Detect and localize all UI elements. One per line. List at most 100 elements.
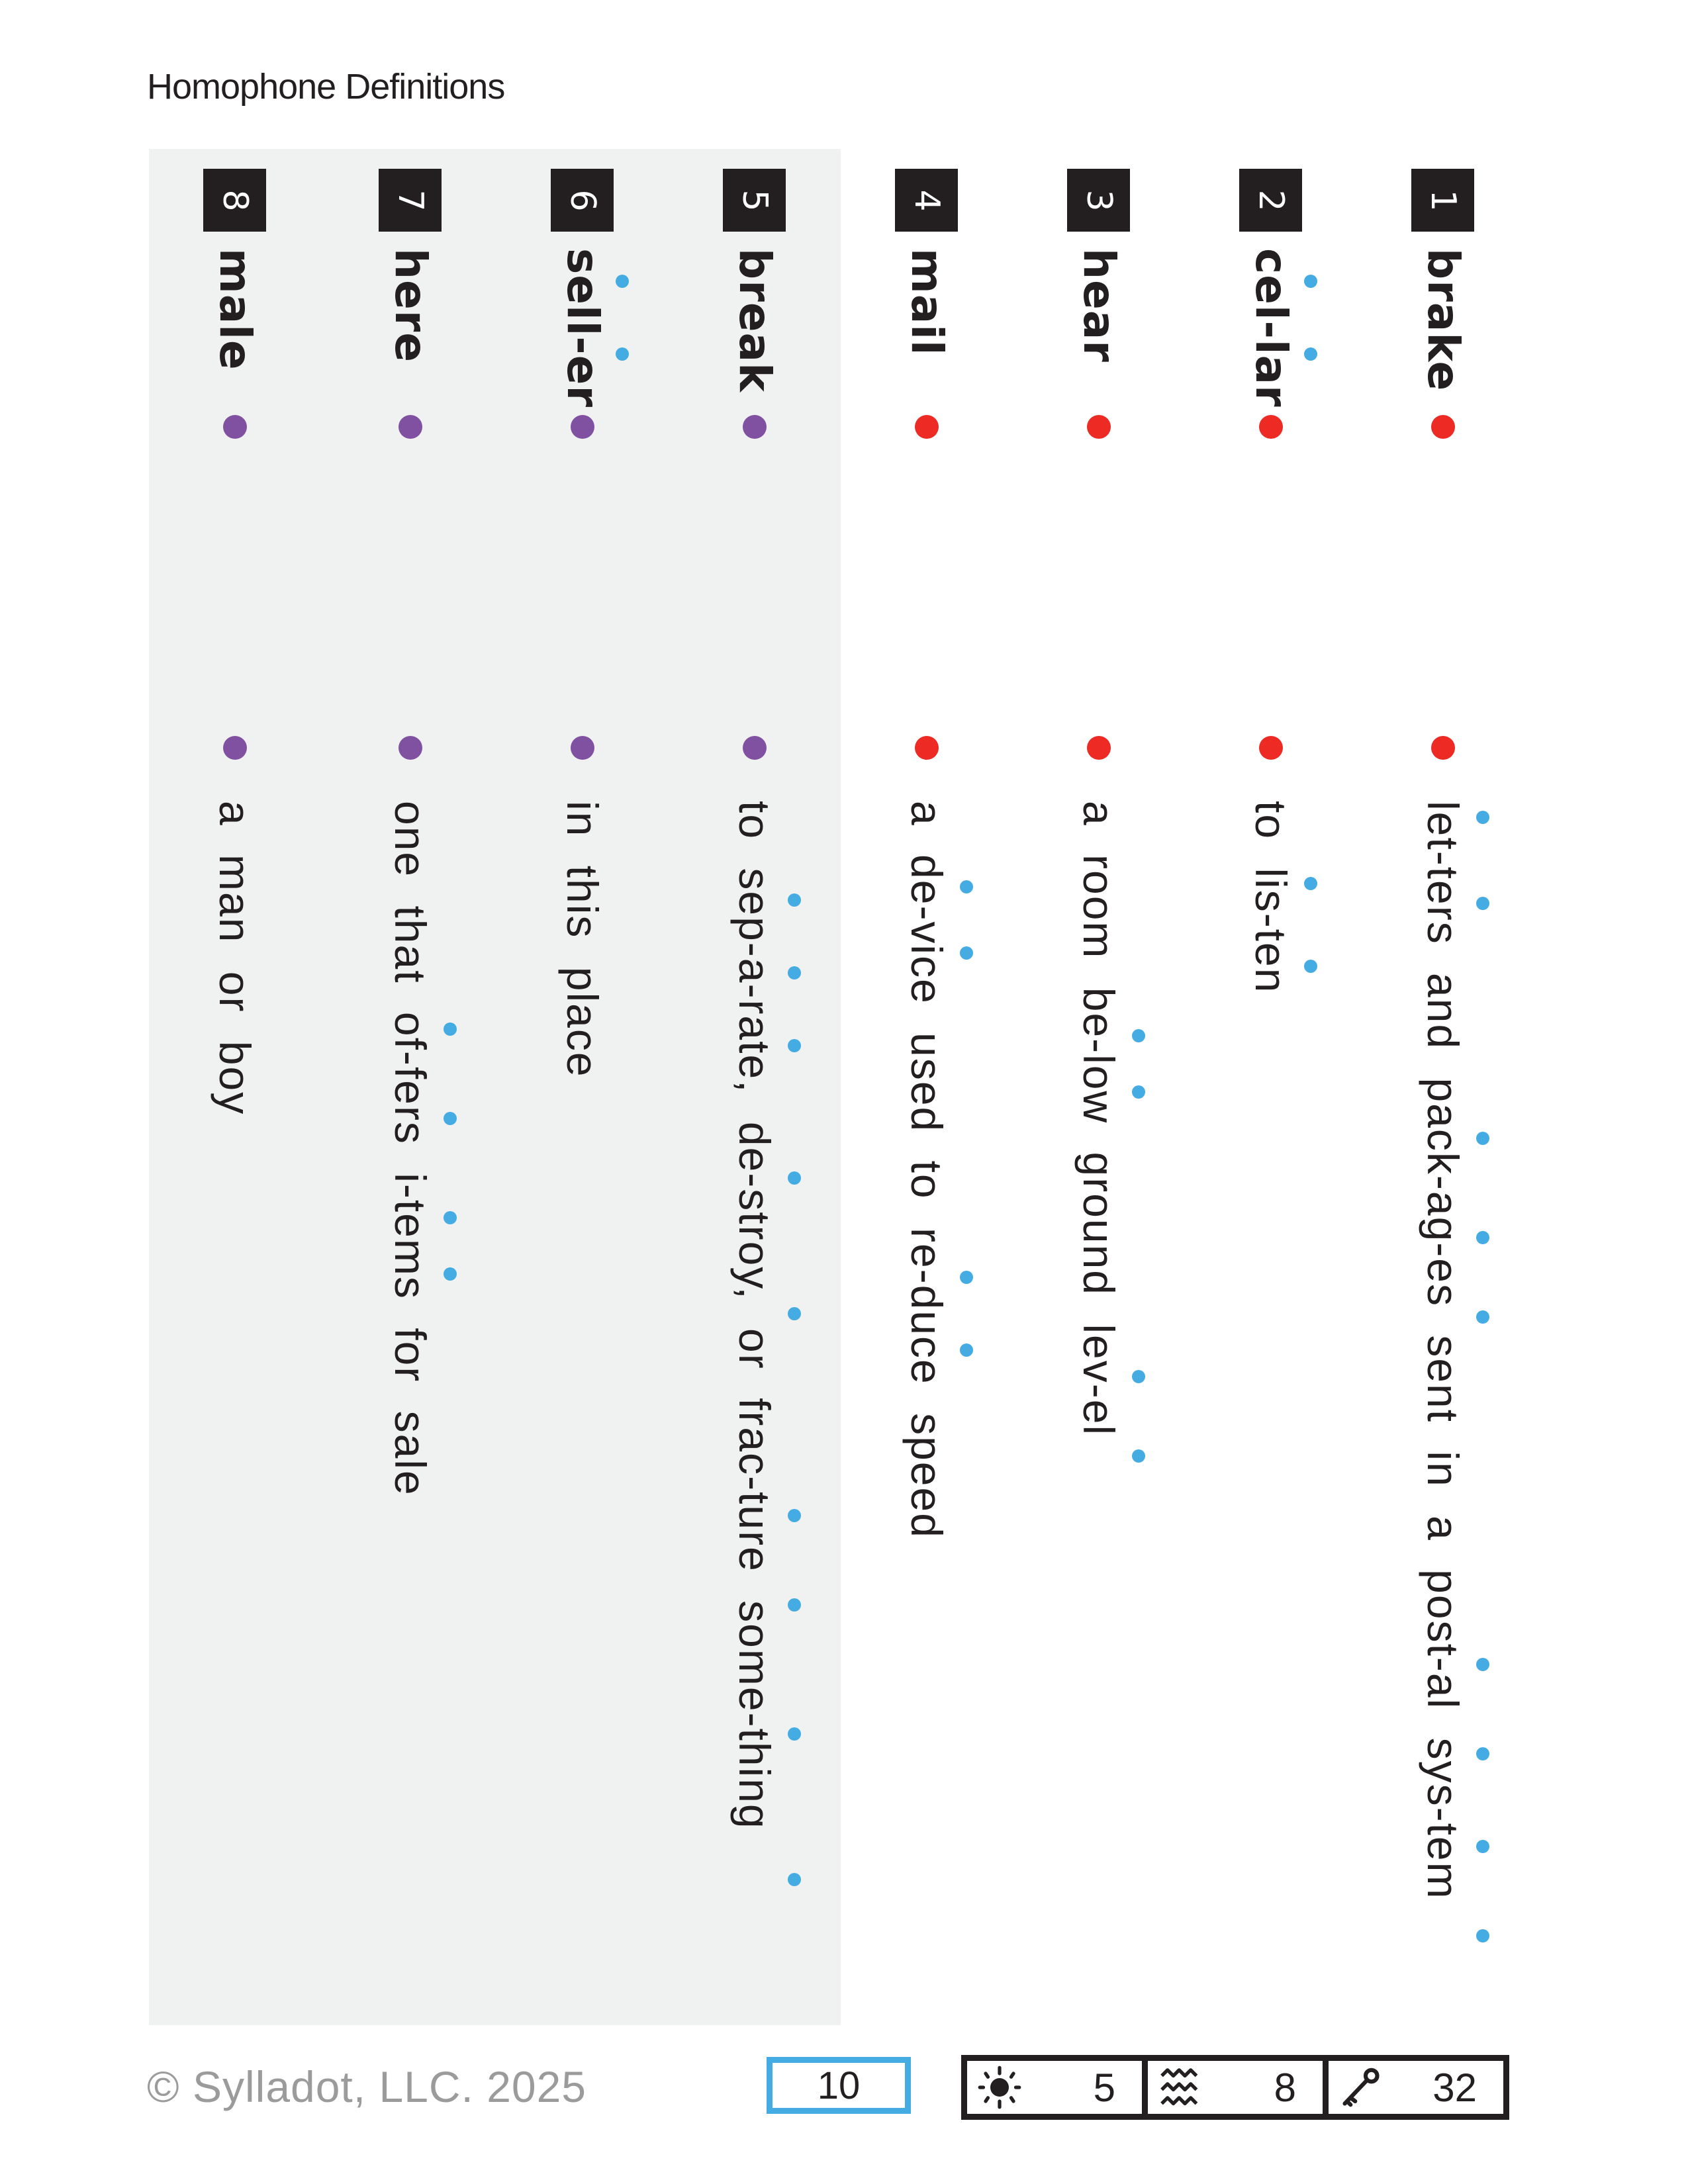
syllable-dot — [788, 1509, 801, 1522]
syllable-dot — [444, 1267, 457, 1281]
word-match-dot[interactable] — [1431, 415, 1455, 439]
stat-value: 32 — [1432, 2065, 1477, 2110]
syllable-dot — [1476, 897, 1489, 910]
word-match-dot[interactable] — [223, 415, 247, 439]
entry-number: 7 — [390, 189, 430, 212]
stat-waves: 8 — [1142, 2061, 1323, 2114]
syllable-dot — [788, 893, 801, 907]
definition-match-dot[interactable] — [1259, 736, 1283, 760]
word-match-dot[interactable] — [915, 415, 939, 439]
word-match-dot[interactable] — [743, 415, 767, 439]
entry-number: 1 — [1423, 189, 1463, 212]
syllable-dot — [1476, 811, 1489, 824]
waves-icon — [1160, 2068, 1198, 2106]
page-number-box: 10 — [767, 2057, 911, 2114]
entry-2: 2 cel-lar to lis-ten — [1231, 0, 1317, 2025]
syllable-dot — [444, 1023, 457, 1036]
stat-key: 32 — [1323, 2061, 1503, 2114]
stats-table: 5 8 32 — [961, 2055, 1509, 2120]
homophone-word: mail — [902, 248, 953, 356]
definition-match-dot[interactable] — [1431, 736, 1455, 760]
word-match-dot[interactable] — [1087, 415, 1111, 439]
entry-8: 8 male a man or boy — [195, 0, 275, 2025]
definition-text: a man or boy — [211, 801, 259, 1116]
syllable-dot — [1304, 877, 1317, 890]
entry-number-box: 6 — [551, 169, 614, 232]
homophone-word: cel-lar — [1246, 248, 1297, 408]
homophone-word: break — [729, 248, 780, 392]
syllable-dot — [788, 1873, 801, 1886]
stat-sun: 5 — [967, 2061, 1142, 2114]
entry-number: 5 — [734, 189, 774, 212]
syllable-dot — [1304, 347, 1317, 361]
syllable-dot — [788, 1598, 801, 1612]
syllable-dot — [960, 946, 973, 960]
sun-icon — [978, 2066, 1021, 2109]
entry-number: 4 — [906, 189, 947, 212]
syllable-dot — [960, 880, 973, 893]
entry-7: 7 here one that of-fers i-tems for sale — [371, 0, 457, 2025]
entry-1: 1 brake let-ters and pack-ag-es sent in a … — [1403, 0, 1489, 2025]
entry-number-box: 7 — [379, 169, 442, 232]
copyright: © Sylladot, LLC. 2025 — [147, 2062, 587, 2111]
syllable-dot — [788, 1039, 801, 1052]
syllable-dot — [1132, 1029, 1145, 1042]
syllable-dot — [1476, 1929, 1489, 1942]
entry-number-box: 4 — [895, 169, 958, 232]
page-title: Homophone Definitions — [147, 67, 505, 107]
definition-match-dot[interactable] — [743, 736, 767, 760]
definition-text: one that of-fers i-tems for sale — [386, 801, 435, 1496]
syllable-dot — [960, 1343, 973, 1357]
definition-match-dot[interactable] — [399, 736, 422, 760]
entry-number-box: 8 — [203, 169, 266, 232]
entry-number-box: 3 — [1067, 169, 1130, 232]
syllable-dot — [444, 1112, 457, 1125]
syllable-dot — [1476, 1132, 1489, 1145]
word-match-dot[interactable] — [571, 415, 594, 439]
syllable-dot — [788, 966, 801, 979]
entry-number: 8 — [214, 189, 255, 212]
entry-4: 4 mail a de-vice used to re-duce speed — [887, 0, 973, 2025]
syllable-dot — [960, 1271, 973, 1284]
stat-value: 8 — [1274, 2065, 1296, 2110]
syllable-dot — [1304, 275, 1317, 288]
syllable-dot — [788, 1307, 801, 1320]
syllable-dot — [788, 1727, 801, 1741]
entry-number: 2 — [1250, 189, 1291, 212]
syllable-dot — [616, 347, 629, 361]
definition-text: let-ters and pack-ag-es sent in a post-a… — [1419, 801, 1468, 1900]
syllable-dot — [1476, 1840, 1489, 1853]
definition-match-dot[interactable] — [1087, 736, 1111, 760]
entry-number-box: 2 — [1239, 169, 1302, 232]
definition-text: to lis-ten — [1246, 801, 1295, 994]
homophone-word: brake — [1418, 248, 1469, 392]
homophone-word: sell-er — [557, 248, 608, 408]
syllable-dot — [444, 1211, 457, 1224]
definition-match-dot[interactable] — [915, 736, 939, 760]
syllable-dot — [788, 1171, 801, 1185]
entry-6: 6 sell-er in this place — [543, 0, 629, 2025]
syllable-dot — [1476, 1747, 1489, 1760]
homophone-word: here — [385, 248, 436, 363]
definition-match-dot[interactable] — [223, 736, 247, 760]
definition-text: in this place — [558, 801, 607, 1078]
syllable-dot — [1304, 960, 1317, 973]
entry-5: 5 break to sep-a-rate, de-stroy, or frac-t… — [715, 0, 801, 2025]
syllable-dot — [1476, 1231, 1489, 1244]
definition-match-dot[interactable] — [571, 736, 594, 760]
syllable-dot — [1476, 1658, 1489, 1671]
syllable-dot — [1132, 1085, 1145, 1099]
stat-value: 5 — [1093, 2065, 1115, 2110]
definition-text: a de-vice used to re-duce speed — [902, 801, 951, 1539]
entry-number: 6 — [562, 189, 602, 212]
key-icon — [1342, 2068, 1380, 2107]
word-match-dot[interactable] — [399, 415, 422, 439]
page-number: 10 — [817, 2064, 861, 2107]
homophone-word: male — [210, 248, 261, 371]
entry-3: 3 hear a room be-low ground lev-el — [1059, 0, 1145, 2025]
syllable-dot — [1132, 1370, 1145, 1383]
entry-number-box: 5 — [723, 169, 786, 232]
word-match-dot[interactable] — [1259, 415, 1283, 439]
homophone-word: hear — [1074, 248, 1125, 363]
definition-text: to sep-a-rate, de-stroy, or frac-ture so… — [730, 801, 779, 1830]
